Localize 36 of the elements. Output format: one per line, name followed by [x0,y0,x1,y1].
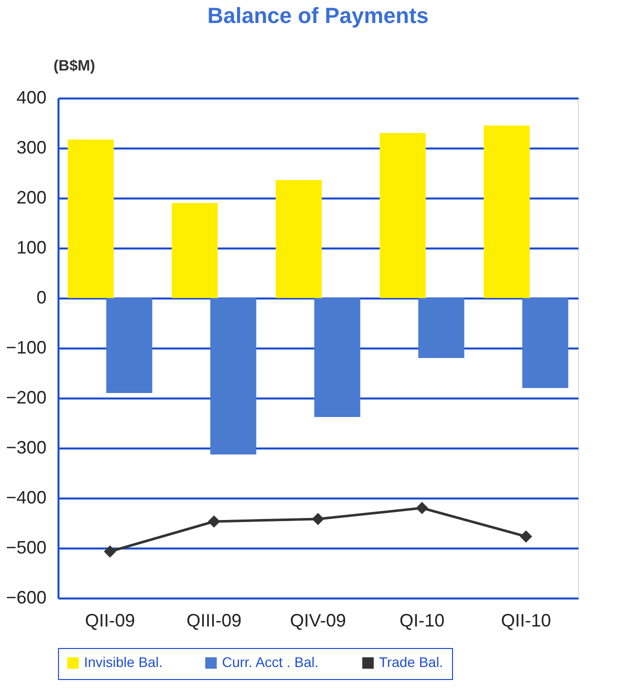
y-tick-label: 100 [16,238,46,258]
y-tick-label: 0 [36,288,46,308]
y-tick-label: −400 [6,488,46,508]
bar [380,133,426,298]
x-tick-label: QIV-09 [290,610,346,630]
y-tick-label: −500 [6,538,46,558]
y-tick-label: 200 [16,188,46,208]
point [520,530,532,543]
y-tick-label: −200 [6,388,46,408]
bar [314,298,360,417]
bar [210,298,256,454]
point [416,502,428,514]
legend-label: Curr. Acct . Bal. [222,654,318,670]
point [312,512,324,526]
point [208,515,220,528]
bar [106,298,152,393]
legend-label: Invisible Bal. [84,654,163,670]
x-tick-label: QIII-09 [186,610,242,630]
x-tick-label: QII-09 [84,610,136,630]
x-tick-label: QII-10 [500,610,552,630]
y-tick-label: −600 [6,588,46,608]
y-tick-label: 300 [16,138,46,158]
legend-label: Trade Bal. [379,654,444,670]
bar [418,298,464,358]
y-tick-label: −300 [6,438,46,458]
bar [276,180,322,298]
point [104,545,116,558]
bar [522,298,568,388]
y-axis-title: (B$M) [54,58,96,74]
chart-title: Balance of Payments [207,3,429,28]
y-tick-label: −100 [6,338,46,358]
bar [172,203,218,298]
bar [484,126,530,298]
y-tick-label: 400 [16,88,46,108]
bar [68,140,114,298]
x-tick-label: QI-10 [399,610,445,630]
